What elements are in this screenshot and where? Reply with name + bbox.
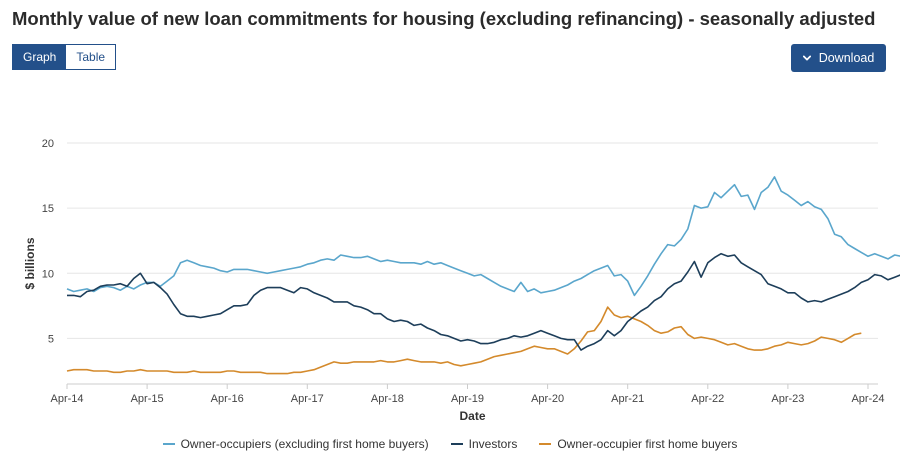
x-tick-label-1: Apr-15 [131,393,164,405]
legend-item-owner-occupiers[interactable]: Owner-occupiers (excluding first home bu… [162,437,429,451]
series-line-2 [66,306,862,375]
y-tick-label-10: 10 [42,268,54,280]
view-toggle: Graph Table [12,44,117,70]
download-button[interactable]: Download [791,44,886,72]
legend-swatch-investors [450,443,463,445]
series-line-1 [67,252,900,351]
chevron-down-icon [802,55,811,61]
x-tick-label-4: Apr-18 [371,393,404,405]
y-tick-label-5: 5 [48,333,54,345]
tab-graph[interactable]: Graph [13,45,67,69]
y-tick-label-20: 20 [42,138,54,150]
y-tick-label-15: 15 [42,203,54,215]
chart-legend: Owner-occupiers (excluding first home bu… [0,437,900,451]
x-tick-label-8: Apr-22 [691,393,724,405]
x-tick-label-2: Apr-16 [211,393,244,405]
tab-table[interactable]: Table [66,45,116,69]
x-tick-label-5: Apr-19 [451,393,484,405]
legend-label-owner-occupiers: Owner-occupiers (excluding first home bu… [180,437,429,451]
legend-item-first-home-buyers[interactable]: Owner-occupier first home buyers [539,437,737,451]
legend-swatch-first-home-buyers [539,443,552,445]
x-tick-label-9: Apr-23 [771,393,804,405]
legend-label-first-home-buyers: Owner-occupier first home buyers [557,437,738,451]
legend-item-investors[interactable]: Investors [450,437,518,451]
legend-swatch-owner-occupiers [162,443,175,445]
download-label: Download [818,51,875,65]
x-tick-label-7: Apr-21 [611,393,644,405]
series-line-0 [66,176,900,297]
x-tick-label-0: Apr-14 [50,393,83,405]
x-axis-label: Date [459,409,485,423]
y-axis-label: $ billions [23,237,37,289]
x-tick-label-6: Apr-20 [531,393,564,405]
x-tick-label-10: Apr-24 [851,393,884,405]
chart-title: Monthly value of new loan commitments fo… [12,8,876,29]
x-tick-label-3: Apr-17 [291,393,324,405]
legend-label-investors: Investors [468,437,518,451]
